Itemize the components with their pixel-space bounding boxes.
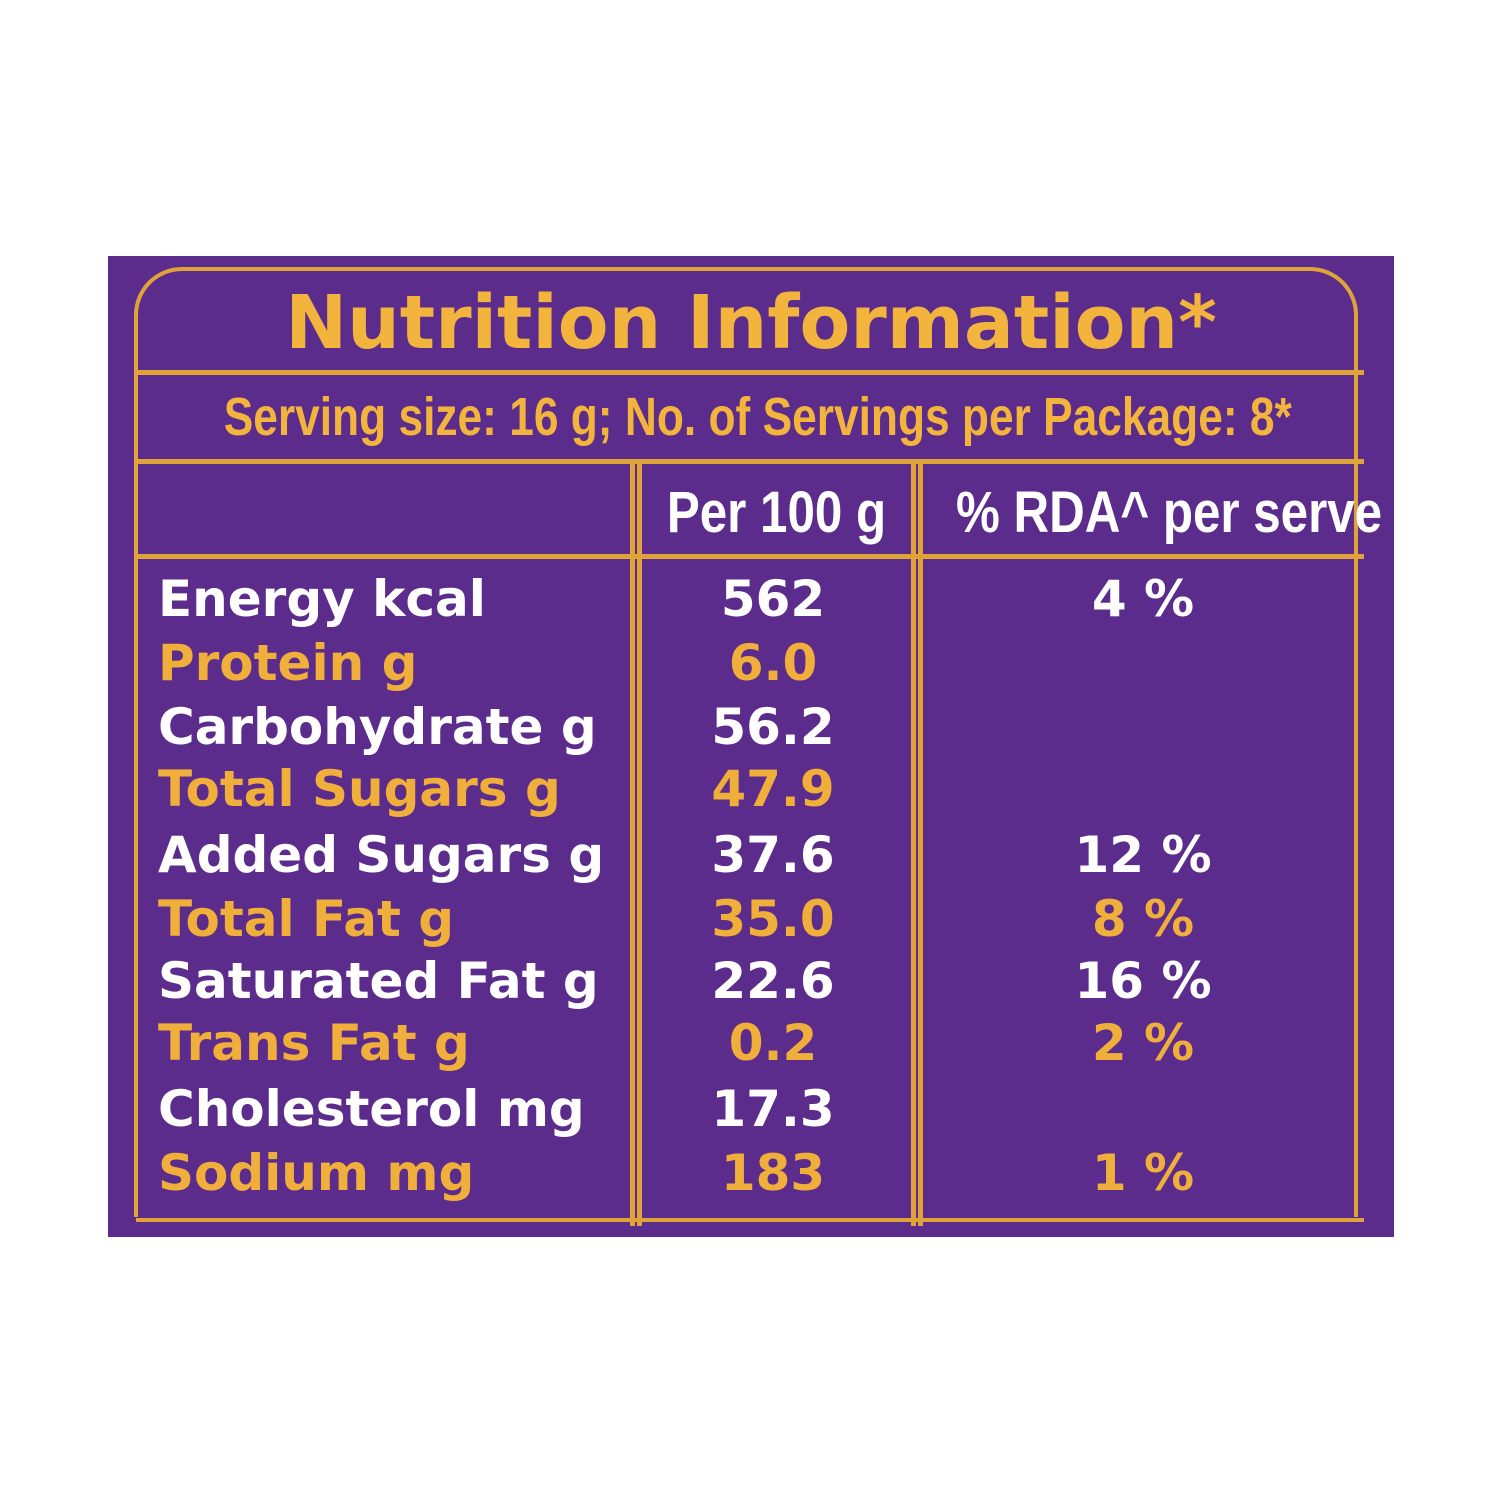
per-100g-value: 0.2 (728, 1014, 818, 1072)
table-row: Carbohydrate g 56.2 (108, 696, 1394, 758)
column-divider-1a (630, 464, 635, 1226)
per-100g-value: 35.0 (711, 890, 835, 948)
per-100g-value: 22.6 (711, 952, 835, 1010)
per-100g-value: 6.0 (728, 634, 818, 692)
table-row: Cholesterol mg 17.3 (108, 1078, 1394, 1140)
nutrient-name: Total Sugars g (158, 760, 561, 818)
per-100g-value: 183 (720, 1144, 826, 1202)
column-divider-1b (637, 464, 642, 1226)
divider-under-headers (136, 554, 1364, 559)
nutrient-name: Added Sugars g (158, 826, 605, 884)
nutrient-name: Carbohydrate g (158, 698, 597, 756)
nutrient-name: Cholesterol mg (158, 1080, 585, 1138)
nutrient-name: Energy kcal (158, 570, 486, 628)
per-100g-value: 17.3 (711, 1080, 835, 1138)
table-frame (134, 267, 1358, 1217)
per-100g-value: 56.2 (711, 698, 835, 756)
table-row: Saturated Fat g 22.6 16 % (108, 950, 1394, 1012)
divider-under-serving (136, 459, 1364, 464)
divider-under-title (136, 370, 1364, 375)
per-100g-value: 47.9 (711, 760, 835, 818)
rda-value: 4 % (1091, 570, 1195, 628)
nutrition-panel: Nutrition Information* Serving size: 16 … (108, 256, 1394, 1246)
table-row: Sodium mg 183 1 % (108, 1142, 1394, 1204)
column-divider-2a (911, 464, 916, 1226)
nutrient-name: Saturated Fat g (158, 952, 599, 1010)
nutrient-name: Trans Fat g (158, 1014, 470, 1072)
header-rda-per-serve: % RDA^ per serve (956, 480, 1383, 545)
bottom-border (136, 1218, 1364, 1222)
rda-value: 8 % (1091, 890, 1195, 948)
rda-value: 16 % (1074, 952, 1212, 1010)
rda-value: 12 % (1074, 826, 1212, 884)
serving-info: Serving size: 16 g; No. of Servings per … (223, 387, 1292, 447)
table-row: Total Fat g 35.0 8 % (108, 888, 1394, 950)
column-divider-2b (918, 464, 923, 1226)
per-100g-value: 562 (720, 570, 826, 628)
nutrient-name: Sodium mg (158, 1144, 475, 1202)
nutrient-name: Protein g (158, 634, 418, 692)
table-row: Added Sugars g 37.6 12 % (108, 824, 1394, 886)
table-row: Total Sugars g 47.9 (108, 758, 1394, 820)
rda-value: 1 % (1091, 1144, 1195, 1202)
nutrition-title: Nutrition Information* (285, 280, 1217, 366)
table-row: Trans Fat g 0.2 2 % (108, 1012, 1394, 1074)
table-row: Protein g 6.0 (108, 632, 1394, 694)
per-100g-value: 37.6 (711, 826, 835, 884)
cropped-footer-strip (108, 1237, 1394, 1246)
table-row: Energy kcal 562 4 % (108, 568, 1394, 630)
rda-value: 2 % (1091, 1014, 1195, 1072)
nutrient-name: Total Fat g (158, 890, 455, 948)
header-per-100g: Per 100 g (666, 480, 887, 545)
